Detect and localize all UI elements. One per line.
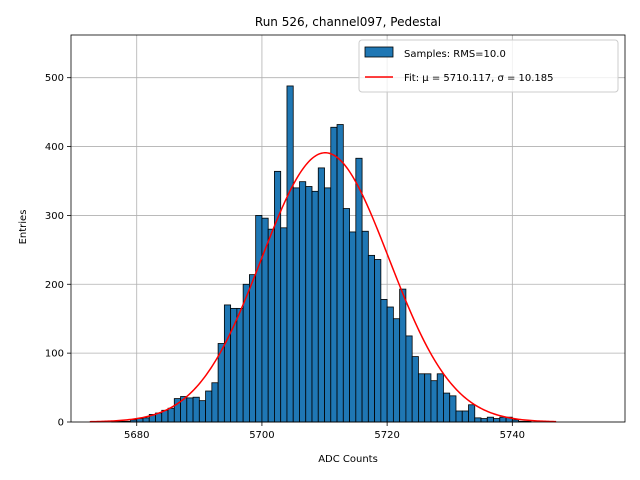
y-tick-label: 500 xyxy=(45,73,64,84)
histogram-bar xyxy=(286,85,294,423)
y-tick-label: 100 xyxy=(45,349,64,360)
histogram-bar xyxy=(480,418,488,423)
x-tick-label: 5740 xyxy=(500,430,525,441)
histogram-bar xyxy=(386,306,394,423)
y-tick-label: 400 xyxy=(45,142,64,153)
histogram-bar xyxy=(211,382,219,423)
legend-samples-label: Samples: RMS=10.0 xyxy=(404,49,506,60)
histogram-bar xyxy=(305,186,313,423)
histogram-bar xyxy=(242,283,250,423)
legend-samples-patch xyxy=(364,46,394,58)
histogram-bar xyxy=(330,126,338,423)
histogram-bar xyxy=(361,230,369,423)
histogram-bar xyxy=(205,390,213,423)
histogram-bar xyxy=(349,231,357,423)
histogram-bar xyxy=(223,304,232,423)
histogram-bar xyxy=(280,227,288,423)
y-tick-label: 0 xyxy=(58,418,64,429)
histogram-bar xyxy=(418,373,426,423)
histogram-bar xyxy=(380,299,388,423)
legend: Samples: RMS=10.0 Fit: μ = 5710.117, σ =… xyxy=(358,39,619,93)
histogram-bar xyxy=(342,208,350,423)
histogram-bar xyxy=(267,228,275,423)
histogram-bar xyxy=(142,417,150,423)
histogram-bar xyxy=(292,187,300,423)
histogram-bar xyxy=(436,373,444,423)
histogram-bar xyxy=(430,380,438,423)
histogram-bar xyxy=(336,124,344,423)
histogram-bar xyxy=(198,400,206,423)
histogram-bar xyxy=(499,416,507,423)
histogram-bar xyxy=(255,215,263,423)
histogram-bar xyxy=(324,187,332,423)
histogram-bar xyxy=(236,307,244,423)
x-axis-label: ADC Counts xyxy=(318,454,378,465)
histogram-bar xyxy=(299,181,307,423)
histogram-bar xyxy=(311,190,319,423)
x-tick-label: 5700 xyxy=(249,430,274,441)
histogram-bar xyxy=(468,404,476,423)
histogram-bar xyxy=(411,356,419,423)
histogram-bar xyxy=(474,417,482,423)
y-tick-label: 200 xyxy=(45,280,64,291)
histogram-bar xyxy=(317,167,325,423)
y-tick-label: 300 xyxy=(45,211,64,222)
axis-ticks: 5680 5700 5720 5740 0 100 200 300 400 500 xyxy=(45,73,525,441)
histogram-bar xyxy=(274,170,282,423)
x-tick-label: 5720 xyxy=(374,430,399,441)
histogram-bar xyxy=(405,335,413,423)
histogram-bar xyxy=(374,259,382,423)
histogram-bar xyxy=(392,318,401,423)
histogram-bar xyxy=(424,373,432,423)
legend-box xyxy=(358,39,619,93)
histogram-bar xyxy=(486,416,494,423)
histogram-bar xyxy=(461,410,469,423)
histogram-bar xyxy=(192,396,200,423)
plot-frame xyxy=(70,34,626,423)
histogram-bar xyxy=(443,392,451,423)
histogram-bar xyxy=(355,157,363,423)
x-tick-label: 5680 xyxy=(124,430,149,441)
histogram-bar xyxy=(449,395,457,423)
histogram-bar xyxy=(249,274,257,423)
histogram-bar xyxy=(167,407,175,423)
gaussian-fit-line xyxy=(89,152,557,423)
histogram-bar xyxy=(186,397,194,423)
histogram-bar xyxy=(493,418,501,423)
legend-fit-label: Fit: μ = 5710.117, σ = 10.185 xyxy=(404,73,554,84)
y-axis-label: Entries xyxy=(18,210,29,245)
histogram-bar xyxy=(367,254,376,423)
histogram-bar xyxy=(399,288,407,423)
chart-title: Run 526, channel097, Pedestal xyxy=(255,15,441,29)
histogram-bar xyxy=(455,410,463,423)
